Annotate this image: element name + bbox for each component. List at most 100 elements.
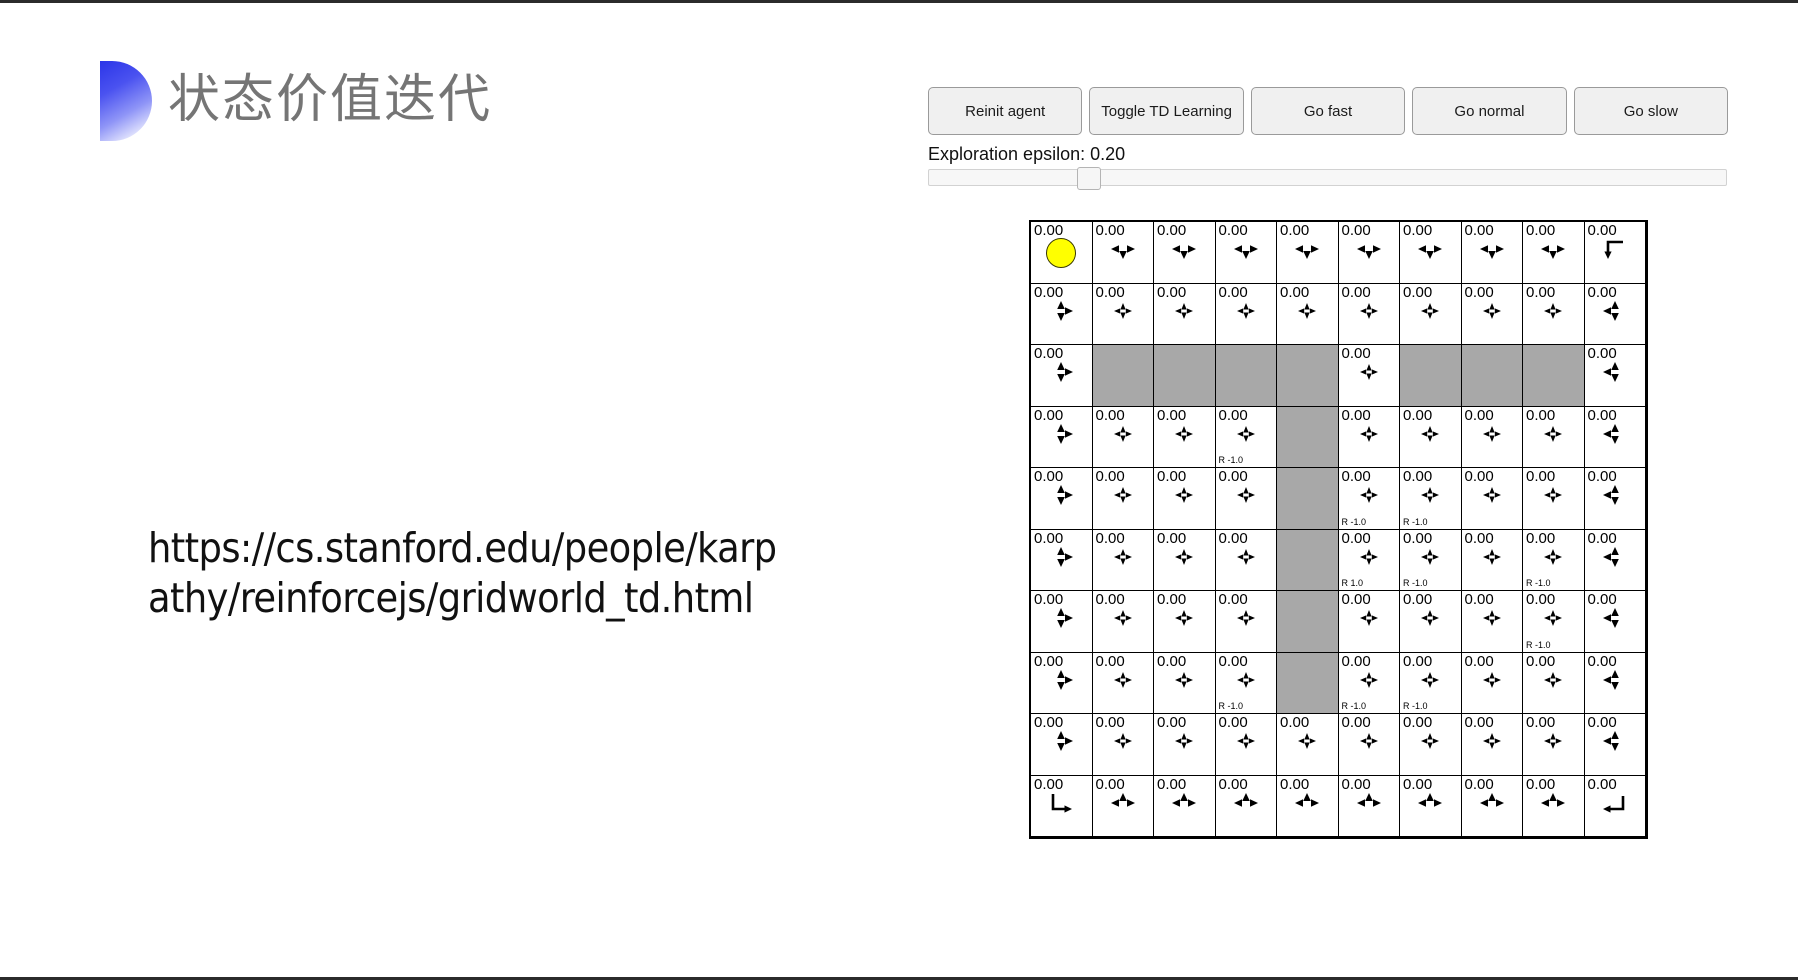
grid-cell[interactable]: 0.00 [1461, 714, 1523, 776]
grid-cell[interactable]: 0.00 [1154, 529, 1216, 591]
grid-cell[interactable]: 0.00 [1338, 222, 1400, 284]
grid-cell[interactable]: 0.00 [1092, 283, 1154, 345]
exploration-epsilon-slider[interactable] [928, 167, 1727, 190]
grid-cell[interactable]: 0.00 [1277, 775, 1339, 837]
go-slow-button[interactable]: Go slow [1573, 87, 1729, 135]
grid-cell[interactable]: 0.00 [1215, 529, 1277, 591]
grid-cell[interactable]: 0.00 [1461, 468, 1523, 530]
grid-cell[interactable]: 0.00 [1215, 591, 1277, 653]
grid-cell[interactable]: 0.00 [1338, 283, 1400, 345]
grid-cell[interactable]: 0.00 [1215, 468, 1277, 530]
grid-cell[interactable]: 0.00 [1031, 775, 1093, 837]
gridworld-grid[interactable]: 0.00 0.00 0.00 0.00 0.00 0.00 0.00 0.00 0.00 0.00… [1029, 220, 1648, 839]
grid-cell[interactable]: 0.00 [1584, 591, 1646, 653]
reinit-agent-button[interactable]: Reinit agent [928, 87, 1083, 135]
grid-cell[interactable]: 0.00 [1215, 775, 1277, 837]
grid-cell[interactable]: 0.00 [1215, 283, 1277, 345]
grid-cell[interactable]: 0.00 [1154, 222, 1216, 284]
grid-cell[interactable]: 0.00 [1092, 468, 1154, 530]
grid-wall-cell[interactable] [1277, 591, 1339, 653]
grid-cell[interactable]: 0.00 [1584, 345, 1646, 407]
grid-cell[interactable]: 0.00 [1461, 652, 1523, 714]
grid-cell[interactable]: 0.00 [1154, 714, 1216, 776]
grid-cell[interactable]: 0.00 [1092, 406, 1154, 468]
grid-cell[interactable]: 0.00 [1338, 775, 1400, 837]
grid-cell[interactable]: 0.00 [1523, 468, 1585, 530]
grid-cell[interactable]: 0.00 [1400, 283, 1462, 345]
grid-cell[interactable]: 0.00 R -1.0 [1338, 652, 1400, 714]
slider-thumb[interactable] [1076, 167, 1101, 190]
grid-wall-cell[interactable] [1154, 345, 1216, 407]
grid-cell[interactable]: 0.00 R -1.0 [1400, 529, 1462, 591]
grid-cell[interactable]: 0.00 [1154, 652, 1216, 714]
grid-cell[interactable]: 0.00 [1031, 591, 1093, 653]
grid-cell[interactable]: 0.00 [1461, 529, 1523, 591]
grid-cell[interactable]: 0.00 [1154, 775, 1216, 837]
grid-cell[interactable]: 0.00 [1584, 652, 1646, 714]
grid-cell[interactable]: 0.00 [1461, 283, 1523, 345]
grid-cell[interactable]: 0.00 [1092, 222, 1154, 284]
grid-cell[interactable]: 0.00 [1584, 468, 1646, 530]
grid-cell[interactable]: 0.00 [1400, 591, 1462, 653]
grid-wall-cell[interactable] [1277, 468, 1339, 530]
grid-cell[interactable]: 0.00 [1461, 775, 1523, 837]
grid-cell[interactable]: 0.00 [1031, 283, 1093, 345]
grid-cell[interactable]: 0.00 [1338, 345, 1400, 407]
grid-cell[interactable]: 0.00 [1584, 283, 1646, 345]
grid-cell[interactable]: 0.00 [1031, 529, 1093, 591]
grid-cell[interactable]: 0.00 [1461, 222, 1523, 284]
grid-wall-cell[interactable] [1400, 345, 1462, 407]
grid-cell[interactable]: 0.00 [1092, 775, 1154, 837]
grid-cell[interactable]: 0.00 [1461, 591, 1523, 653]
grid-cell[interactable]: 0.00 R -1.0 [1215, 652, 1277, 714]
grid-cell[interactable]: 0.00 [1092, 714, 1154, 776]
grid-cell[interactable]: 0.00 [1338, 714, 1400, 776]
grid-cell[interactable]: 0.00 [1092, 529, 1154, 591]
grid-wall-cell[interactable] [1277, 529, 1339, 591]
grid-cell[interactable]: 0.00 [1154, 406, 1216, 468]
grid-wall-cell[interactable] [1523, 345, 1585, 407]
grid-cell[interactable]: 0.00 R -1.0 [1338, 468, 1400, 530]
grid-cell[interactable]: 0.00 R -1.0 [1400, 652, 1462, 714]
grid-cell[interactable]: 0.00 [1031, 468, 1093, 530]
grid-cell[interactable]: 0.00 [1277, 714, 1339, 776]
grid-cell[interactable]: 0.00 [1154, 283, 1216, 345]
grid-cell[interactable]: 0.00 [1461, 406, 1523, 468]
grid-cell[interactable]: 0.00 [1523, 652, 1585, 714]
grid-cell[interactable]: 0.00 [1031, 714, 1093, 776]
grid-cell[interactable]: 0.00 [1338, 591, 1400, 653]
grid-cell[interactable]: 0.00 [1277, 222, 1339, 284]
grid-cell[interactable]: 0.00 [1400, 714, 1462, 776]
go-fast-button[interactable]: Go fast [1250, 87, 1406, 135]
grid-wall-cell[interactable] [1092, 345, 1154, 407]
go-normal-button[interactable]: Go normal [1412, 87, 1567, 135]
grid-cell[interactable]: 0.00 [1523, 775, 1585, 837]
grid-cell[interactable]: 0.00 [1584, 406, 1646, 468]
grid-cell[interactable]: 0.00 [1031, 222, 1093, 284]
grid-cell[interactable]: 0.00 R -1.0 [1215, 406, 1277, 468]
grid-cell[interactable]: 0.00 [1400, 222, 1462, 284]
grid-cell[interactable]: 0.00 [1584, 775, 1646, 837]
grid-wall-cell[interactable] [1277, 652, 1339, 714]
grid-cell[interactable]: 0.00 R -1.0 [1523, 529, 1585, 591]
grid-wall-cell[interactable] [1277, 406, 1339, 468]
grid-cell[interactable]: 0.00 R -1.0 [1523, 591, 1585, 653]
grid-wall-cell[interactable] [1461, 345, 1523, 407]
grid-cell[interactable]: 0.00 [1215, 714, 1277, 776]
grid-cell[interactable]: 0.00 [1523, 222, 1585, 284]
grid-cell[interactable]: 0.00 [1400, 775, 1462, 837]
grid-cell[interactable]: 0.00 [1584, 222, 1646, 284]
grid-cell[interactable]: 0.00 [1154, 591, 1216, 653]
grid-cell[interactable]: 0.00 [1031, 345, 1093, 407]
slider-track[interactable] [928, 169, 1727, 186]
grid-cell[interactable]: 0.00 [1277, 283, 1339, 345]
grid-cell[interactable]: 0.00 [1031, 406, 1093, 468]
grid-cell[interactable]: 0.00 [1523, 714, 1585, 776]
grid-cell[interactable]: 0.00 [1338, 406, 1400, 468]
grid-cell[interactable]: 0.00 [1523, 406, 1585, 468]
grid-cell[interactable]: 0.00 R 1.0 [1338, 529, 1400, 591]
grid-cell[interactable]: 0.00 [1092, 652, 1154, 714]
grid-cell[interactable]: 0.00 [1031, 652, 1093, 714]
grid-cell[interactable]: 0.00 [1584, 714, 1646, 776]
grid-cell[interactable]: 0.00 [1400, 406, 1462, 468]
